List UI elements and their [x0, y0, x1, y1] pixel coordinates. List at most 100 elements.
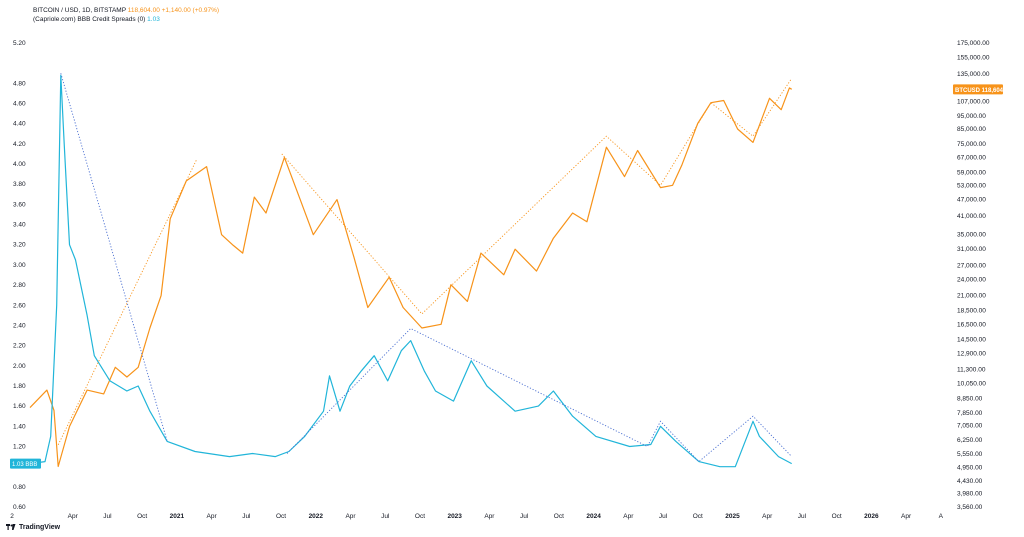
- x-axis-tick-26: A: [939, 513, 944, 520]
- right-axis-tick-15: 24,000.00: [957, 277, 986, 284]
- right-axis-tick-17: 18,500.00: [957, 308, 986, 315]
- right-axis-tick-14: 27,000.00: [957, 263, 986, 270]
- left-axis-tick-6: 3.80: [13, 181, 26, 188]
- legend-btc-values: 118,604.00 +1,140.00 (+0.97%): [127, 7, 220, 14]
- right-axis-tick-19: 14,500.00: [957, 337, 986, 344]
- left-axis-tick-4: 4.20: [13, 141, 26, 148]
- right-axis-tick-7: 67,000.00: [957, 154, 986, 161]
- x-axis-tick-6: Jul: [242, 513, 251, 520]
- right-axis-tick-3: 107,000.00: [957, 99, 990, 106]
- right-axis-tick-16: 21,000.00: [957, 293, 986, 300]
- left-axis-tick-22: 0.60: [13, 504, 26, 511]
- x-axis-tick-5: Apr: [207, 513, 218, 520]
- legend-bbb-label: (Capriole.com) BBB Credit Spreads (0): [33, 16, 146, 23]
- left-axis-tick-10: 3.00: [13, 262, 26, 269]
- left-axis-tick-13: 2.40: [13, 322, 26, 329]
- right-axis-tick-26: 6,250.00: [957, 437, 983, 444]
- x-axis-tick-22: Jul: [798, 513, 807, 520]
- x-axis-tick-18: Jul: [659, 513, 668, 520]
- left-axis-tick-2: 4.60: [13, 101, 26, 108]
- x-axis-tick-7: Oct: [276, 513, 286, 520]
- left-axis-tick-12: 2.60: [13, 302, 26, 309]
- x-axis-tick-25: Apr: [901, 513, 912, 520]
- right-axis-tick-10: 47,000.00: [957, 197, 986, 204]
- x-axis-tick-0: 2: [10, 513, 14, 520]
- left-axis-tick-8: 3.40: [13, 222, 26, 229]
- right-axis-tick-28: 4,950.00: [957, 465, 983, 472]
- trendline-2: [60, 73, 168, 442]
- x-axis-tick-12: 2023: [447, 513, 462, 520]
- right-axis-tick-5: 85,000.00: [957, 126, 986, 133]
- x-axis-tick-13: Apr: [484, 513, 495, 520]
- legend-bbb: (Capriole.com) BBB Credit Spreads (0) 1.…: [33, 16, 160, 23]
- right-axis-tick-12: 35,000.00: [957, 232, 986, 239]
- left-axis-tick-3: 4.40: [13, 121, 26, 128]
- x-axis-tick-23: Oct: [832, 513, 842, 520]
- bbb-last-value-label: 1.03 BBB: [12, 462, 37, 468]
- x-axis-tick-3: Oct: [137, 513, 147, 520]
- left-axis-tick-17: 1.60: [13, 403, 26, 410]
- x-axis-tick-10: Jul: [381, 513, 390, 520]
- right-axis-tick-30: 3,980.00: [957, 491, 983, 498]
- left-axis-tick-1: 4.80: [13, 80, 26, 87]
- right-axis-tick-29: 4,430.00: [957, 478, 983, 485]
- btc-last-value-label: BTCUSD 118,604.00: [955, 88, 1012, 94]
- x-axis-tick-11: Oct: [415, 513, 425, 520]
- right-axis-tick-18: 16,500.00: [957, 321, 986, 328]
- right-axis-tick-20: 12,900.00: [957, 351, 986, 358]
- trendline-3: [286, 327, 793, 463]
- series-line-bbb: [29, 74, 792, 468]
- x-axis-tick-24: 2026: [864, 513, 879, 520]
- right-axis-tick-2: 135,000.00: [957, 71, 990, 78]
- bbb-last-value-badge: [10, 458, 41, 469]
- left-axis-tick-5: 4.00: [13, 161, 26, 168]
- x-axis-tick-16: 2024: [586, 513, 601, 520]
- left-axis-tick-7: 3.60: [13, 201, 26, 208]
- trendline-0: [57, 159, 198, 445]
- x-axis-tick-8: 2022: [309, 513, 324, 520]
- x-axis-tick-9: Apr: [345, 513, 356, 520]
- legend-bbb-value: 1.03: [147, 16, 160, 23]
- legend-btc: BITCOIN / USD, 1D, BITSTAMP 118,604.00 +…: [33, 7, 219, 14]
- right-axis-tick-8: 59,000.00: [957, 170, 986, 177]
- right-axis-tick-23: 8,850.00: [957, 396, 983, 403]
- right-axis-tick-25: 7,050.00: [957, 423, 983, 430]
- left-axis-tick-15: 2.00: [13, 363, 26, 370]
- x-axis-tick-20: 2025: [725, 513, 740, 520]
- x-axis-tick-4: 2021: [170, 513, 185, 520]
- left-axis-tick-11: 2.80: [13, 282, 26, 289]
- left-axis-tick-19: 1.20: [13, 443, 26, 450]
- x-axis-tick-14: Jul: [520, 513, 529, 520]
- left-axis-tick-14: 2.20: [13, 343, 26, 350]
- left-axis-tick-18: 1.40: [13, 423, 26, 430]
- btc-last-value-badge: [953, 84, 1003, 95]
- right-axis-tick-0: 175,000.00: [957, 40, 990, 47]
- x-axis-tick-19: Oct: [693, 513, 703, 520]
- series-line-btc: [29, 87, 793, 468]
- right-axis-tick-22: 10,050.00: [957, 380, 986, 387]
- brand[interactable]: TradingView: [6, 524, 60, 531]
- right-axis-tick-6: 75,000.00: [957, 141, 986, 148]
- right-axis-tick-1: 155,000.00: [957, 54, 990, 61]
- x-axis-tick-2: Jul: [103, 513, 112, 520]
- legend-btc-label: BITCOIN / USD, 1D, BITSTAMP: [33, 7, 126, 14]
- right-axis-tick-11: 41,000.00: [957, 213, 986, 220]
- left-axis-tick-0: 5.20: [13, 40, 26, 47]
- right-axis-tick-24: 7,850.00: [957, 410, 983, 417]
- x-axis-tick-17: Apr: [623, 513, 634, 520]
- left-axis-tick-21: 0.80: [13, 484, 26, 491]
- x-axis-tick-21: Apr: [762, 513, 773, 520]
- brand-label: TradingView: [19, 524, 61, 531]
- right-axis-tick-4: 95,000.00: [957, 113, 986, 120]
- tradingview-logo-icon: [6, 524, 16, 531]
- trendline-1: [281, 78, 793, 315]
- right-axis-tick-9: 53,000.00: [957, 182, 986, 189]
- x-axis-tick-15: Oct: [554, 513, 564, 520]
- right-axis-tick-31: 3,560.00: [957, 504, 983, 511]
- right-axis-tick-13: 31,000.00: [957, 246, 986, 253]
- right-axis-tick-21: 11,300.00: [957, 366, 986, 373]
- left-axis-tick-9: 3.20: [13, 242, 26, 249]
- x-axis-tick-1: Apr: [68, 513, 79, 520]
- left-axis-tick-16: 1.80: [13, 383, 26, 390]
